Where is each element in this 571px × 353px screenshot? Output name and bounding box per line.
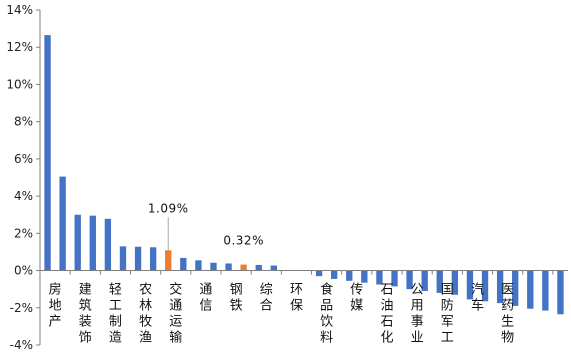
bar	[406, 270, 413, 290]
category-label: 钢铁	[230, 283, 243, 314]
category-label: 通信	[199, 283, 212, 314]
bar	[270, 265, 277, 271]
bar	[361, 270, 368, 283]
y-tick-label: -2%	[10, 301, 33, 315]
highlight-bar	[240, 264, 247, 271]
bar	[527, 270, 534, 309]
bar	[180, 257, 187, 271]
bar	[331, 270, 338, 279]
y-tick-label: 10%	[6, 77, 33, 91]
x-axis	[39, 270, 568, 275]
category-label: 公用事业	[411, 283, 424, 346]
bar	[315, 270, 323, 277]
bar	[134, 246, 142, 271]
bar	[466, 270, 474, 300]
y-tick-label: -4%	[10, 338, 33, 352]
category-label: 环保	[290, 283, 303, 314]
bar	[104, 218, 112, 271]
bar	[496, 270, 504, 304]
bar	[346, 270, 353, 281]
bar	[557, 270, 564, 315]
category-label: 交通运输	[169, 282, 182, 346]
category-label: 汽车	[471, 283, 484, 314]
bar	[481, 270, 489, 302]
y-axis: -4% -2% 0% 2% 4% 6% 8% 10% 12% 14%	[6, 3, 41, 352]
bar	[225, 263, 232, 271]
bar	[421, 270, 428, 292]
bar	[44, 35, 51, 271]
bar	[255, 264, 262, 271]
bar	[119, 246, 127, 271]
category-label: 食品饮料	[320, 282, 333, 346]
bar	[542, 270, 549, 311]
y-tick-label: 4%	[14, 189, 33, 203]
bar	[89, 215, 96, 271]
annotation-label: 0.32%	[223, 234, 264, 248]
category-label: 房地产	[49, 282, 62, 330]
bar	[436, 270, 443, 293]
y-tick-label: 6%	[14, 152, 33, 166]
y-tick-label: 0%	[14, 264, 33, 278]
category-label: 医药生物	[501, 283, 514, 346]
bar	[451, 270, 459, 295]
bar	[210, 262, 217, 271]
category-label: 传媒	[350, 283, 363, 314]
y-tick-label: 2%	[14, 226, 33, 240]
category-label: 石油石化	[380, 283, 393, 346]
category-label: 建筑装饰	[79, 283, 92, 346]
annotations: 1.09% 0.32%	[148, 201, 264, 251]
category-label: 轻工制造	[109, 283, 122, 346]
highlight-bar	[165, 250, 172, 271]
bar	[74, 214, 81, 271]
bar	[376, 270, 383, 285]
bar	[149, 247, 157, 271]
bar	[391, 270, 398, 287]
category-label: 农林牧渔	[139, 283, 152, 346]
annotation-label: 1.09%	[148, 201, 189, 215]
y-tick-label: 12%	[6, 40, 33, 54]
bar	[195, 260, 202, 271]
y-tick-label: 14%	[6, 3, 33, 17]
bar	[512, 270, 519, 306]
category-label: 国防军工	[441, 283, 454, 346]
category-label: 综合	[260, 283, 273, 314]
bars	[44, 35, 564, 315]
y-tick-label: 8%	[14, 115, 33, 129]
bar	[59, 176, 66, 271]
